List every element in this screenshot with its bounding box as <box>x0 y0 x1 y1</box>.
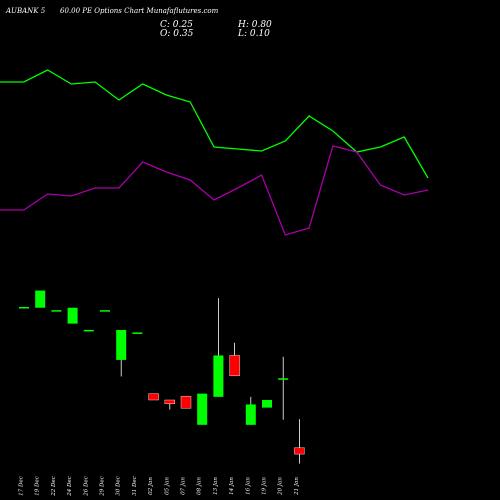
high-readout: H: 0.80 <box>238 20 272 30</box>
candle-body <box>213 355 224 397</box>
candle-29-dec <box>100 310 110 312</box>
close-readout: C: 0.25 <box>160 20 193 30</box>
candles-group <box>19 290 305 464</box>
x-tick-label: 31 Dec <box>132 476 138 496</box>
candle-21-jan <box>294 419 305 464</box>
x-tick-label: 20 Jan <box>278 477 284 496</box>
candle-body <box>67 307 78 324</box>
overlay-lines <box>0 69 429 236</box>
x-tick-label: 13 Jan <box>213 477 219 495</box>
candle-14-jan <box>229 342 240 377</box>
candle-17-dec <box>19 306 29 309</box>
candle-body <box>164 399 176 405</box>
candle-20-jan <box>278 356 289 420</box>
candle-22-dec <box>51 310 62 312</box>
candle-body <box>148 393 159 401</box>
open-readout: O: 0.35 <box>160 29 194 39</box>
x-tick-label: 17 Dec <box>19 476 25 496</box>
candle-body <box>180 395 192 409</box>
x-tick-label: 02 Jan <box>148 477 154 495</box>
x-tick-label: 30 Dec <box>116 476 122 496</box>
candle-26-dec <box>83 329 94 332</box>
candle-body <box>294 447 305 455</box>
candle-31-dec <box>132 332 143 334</box>
candle-05-jan <box>164 399 176 410</box>
candle-30-dec <box>116 330 127 377</box>
x-tick-label: 22 Dec <box>51 476 57 497</box>
x-tick-label: 16 Jan <box>245 477 251 495</box>
x-tick-label: 19 Dec <box>35 476 41 496</box>
candle-body <box>278 378 289 380</box>
candle-19-dec <box>35 290 46 308</box>
x-tick-label: 08 Jan <box>197 477 203 495</box>
candle-body <box>197 393 208 425</box>
candle-body <box>83 329 94 332</box>
chart-title-right: 60.00 PE Options Chart Munafaflutures.co… <box>60 7 219 15</box>
x-tick-label: 19 Jan <box>262 477 268 495</box>
candle-body <box>51 310 62 312</box>
candle-08-jan <box>197 393 208 425</box>
candle-body <box>245 404 256 425</box>
indicator-line-purple <box>0 145 429 236</box>
x-tick-label: 24 Dec <box>67 476 73 497</box>
candle-body <box>19 306 29 309</box>
low-readout: L: 0.10 <box>238 29 270 39</box>
candle-body <box>116 330 127 360</box>
x-axis-labels: 17 Dec 19 Dec 22 Dec 24 Dec 26 Dec 29 Dec 30 D… <box>19 476 300 497</box>
x-tick-label: 07 Jan <box>181 477 187 495</box>
candle-body <box>35 290 46 308</box>
candle-24-dec <box>67 307 78 324</box>
candle-13-jan <box>213 298 224 397</box>
x-tick-label: 14 Jan <box>229 477 235 495</box>
candle-body <box>229 355 240 377</box>
x-tick-label: 05 Jan <box>164 477 170 495</box>
candle-07-jan <box>180 395 192 409</box>
candle-body <box>262 400 272 408</box>
candle-body <box>132 332 143 334</box>
chart-title-left: AUBANK 5 <box>6 7 46 15</box>
candle-16-jan <box>245 396 256 425</box>
x-tick-label: 26 Dec <box>83 476 89 497</box>
candle-body <box>100 310 110 312</box>
candle-19-jan <box>262 400 272 408</box>
x-tick-label: 29 Dec <box>100 476 106 497</box>
candle-02-jan <box>148 393 159 401</box>
x-tick-label: 21 Jan <box>294 477 300 496</box>
